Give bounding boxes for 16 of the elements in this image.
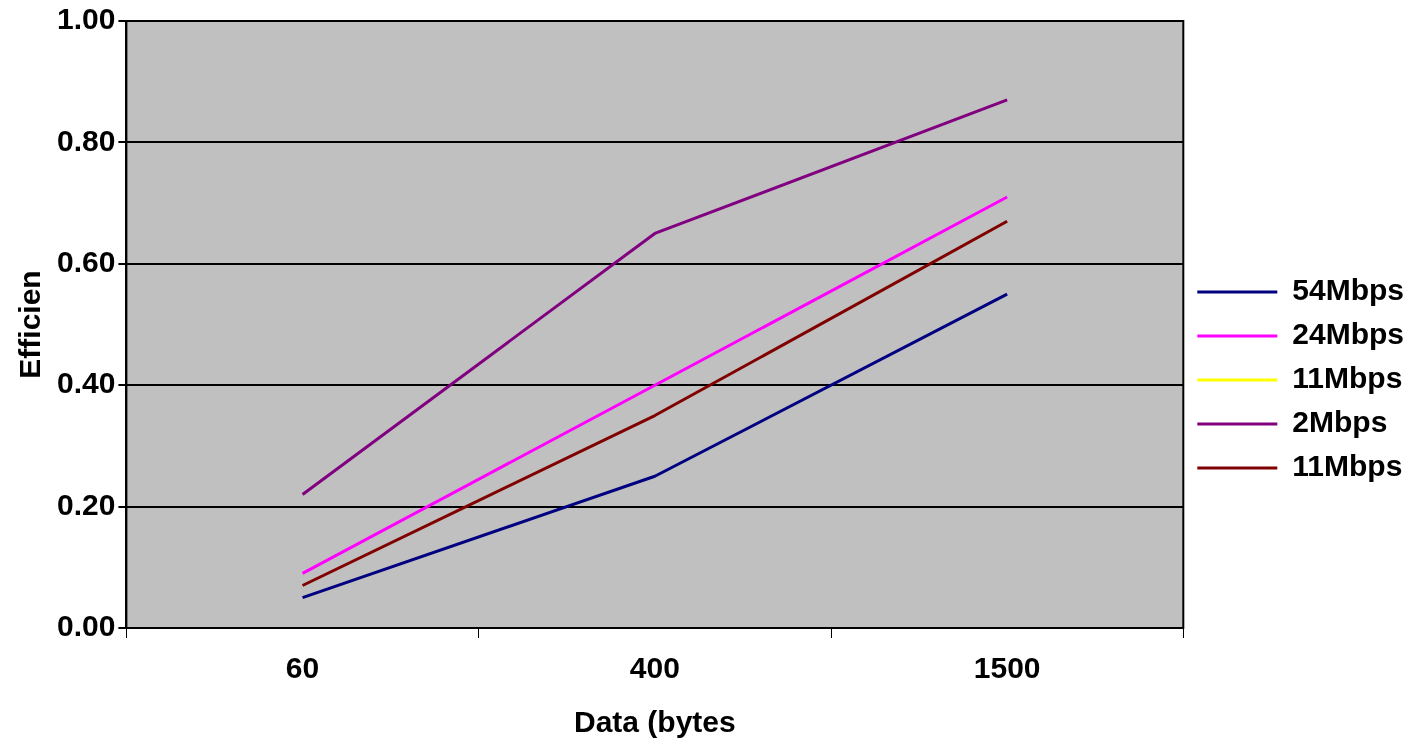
y-tick-label: 0.80 xyxy=(57,123,116,157)
y-tick-label: 1.00 xyxy=(57,2,116,36)
y-tick-label: 0.40 xyxy=(57,366,116,400)
y-tick-label: 0.20 xyxy=(57,487,116,521)
y-tick-label: 0.00 xyxy=(57,609,116,643)
x-tick-label: 400 xyxy=(629,651,680,685)
legend-label: 11Mbps xyxy=(1292,449,1403,483)
legend-label: 54Mbps xyxy=(1292,273,1405,307)
legend-label: 11Mbps xyxy=(1292,361,1403,395)
y-axis-title: Efficien xyxy=(13,270,47,379)
x-axis-title: Data (bytes xyxy=(573,705,736,739)
legend-label: 2Mbps xyxy=(1292,405,1388,439)
y-tick-label: 0.60 xyxy=(57,245,116,279)
x-tick-label: 1500 xyxy=(973,651,1041,685)
legend-label: 24Mbps xyxy=(1292,317,1405,351)
x-tick-label: 60 xyxy=(285,651,320,685)
